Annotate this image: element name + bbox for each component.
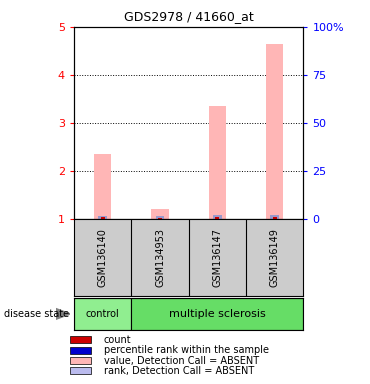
Bar <box>215 217 219 219</box>
Text: value, Detection Call = ABSENT: value, Detection Call = ABSENT <box>104 356 259 366</box>
Bar <box>74 298 131 330</box>
Text: GSM136140: GSM136140 <box>98 228 108 287</box>
Text: GSM136149: GSM136149 <box>270 228 280 287</box>
Text: disease state: disease state <box>4 309 69 319</box>
Bar <box>151 209 169 219</box>
Bar <box>273 217 277 219</box>
Text: multiple sclerosis: multiple sclerosis <box>169 309 266 319</box>
Text: GSM136147: GSM136147 <box>212 228 222 287</box>
Bar <box>270 215 279 219</box>
Bar <box>266 44 283 219</box>
Bar <box>98 215 107 219</box>
Text: percentile rank within the sample: percentile rank within the sample <box>104 345 269 355</box>
Bar <box>101 217 105 219</box>
Bar <box>94 154 111 219</box>
Polygon shape <box>56 308 70 319</box>
Bar <box>156 217 164 219</box>
Text: count: count <box>104 335 131 345</box>
Bar <box>209 106 226 219</box>
Text: control: control <box>86 309 120 319</box>
Bar <box>213 215 222 219</box>
Text: GSM134953: GSM134953 <box>155 228 165 287</box>
Text: rank, Detection Call = ABSENT: rank, Detection Call = ABSENT <box>104 366 254 376</box>
Bar <box>158 218 162 219</box>
Bar <box>131 298 303 330</box>
Title: GDS2978 / 41660_at: GDS2978 / 41660_at <box>124 10 253 23</box>
